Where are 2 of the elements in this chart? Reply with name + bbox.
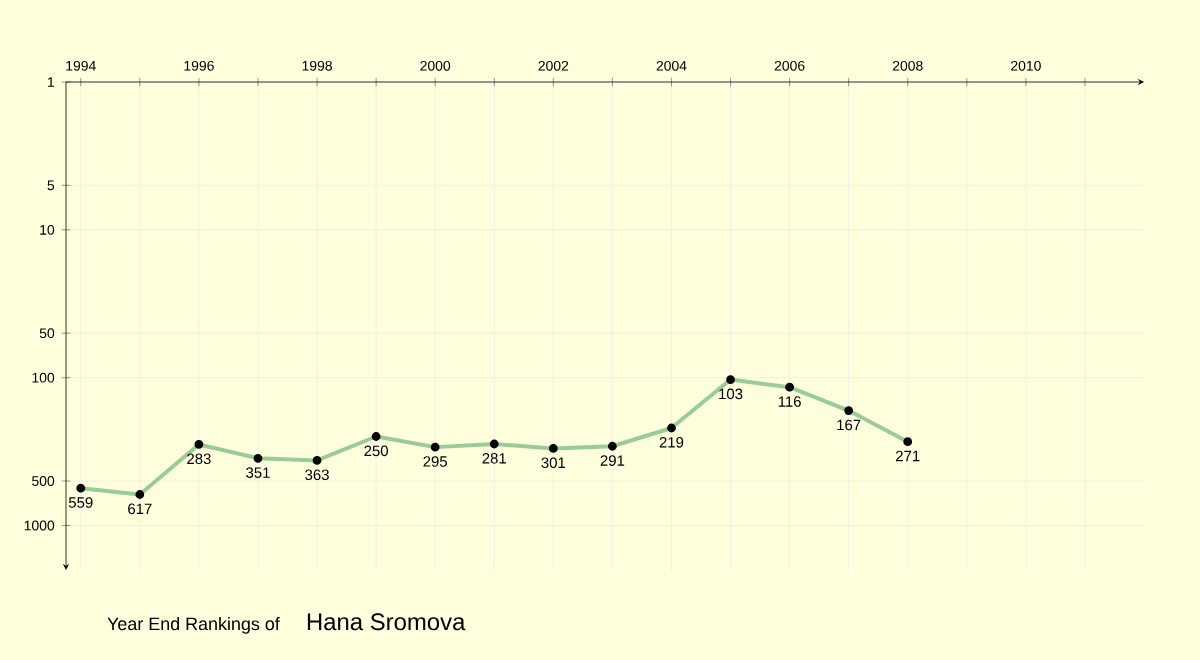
text: Hana Sromova bbox=[307, 613, 466, 631]
text: Year End Rankings of bbox=[107, 617, 280, 634]
